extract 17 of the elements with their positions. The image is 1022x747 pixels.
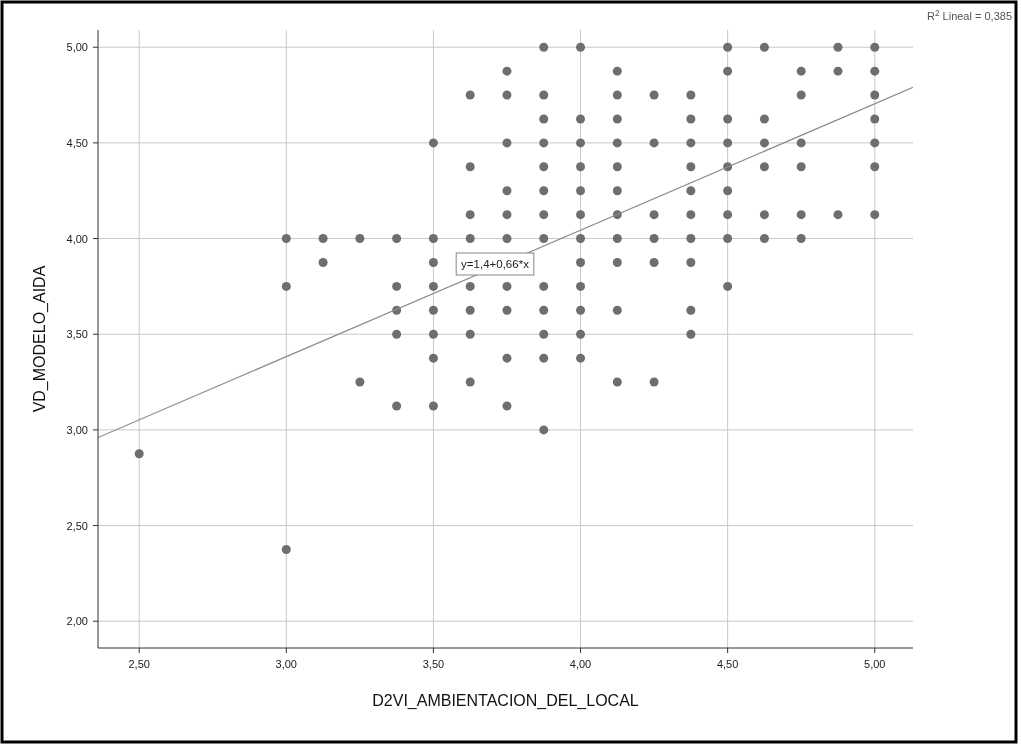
y-tick-label: 2,00 [66,615,88,628]
x-axis-title: D2VI_AMBIENTACION_DEL_LOCAL [372,692,639,710]
x-tick-label: 3,00 [275,658,298,670]
x-tick-label: 2,50 [128,658,150,670]
y-axis-title: VD_MODELO_AIDA [31,265,49,413]
y-tick-label: 2,50 [66,519,88,532]
x-tick-label: 5,00 [864,658,886,670]
y-tick-label: 4,00 [66,232,88,245]
y-tick-label: 5,00 [66,41,88,54]
y-tick-label: 4,50 [66,136,88,149]
x-tick-label: 4,00 [569,658,592,670]
x-tick-label: 3,50 [422,658,445,670]
y-tick-label: 3,00 [66,423,88,436]
y-tick-label: 3,50 [66,328,88,341]
x-tick-label: 4,50 [716,658,739,670]
annotation: y=1,4+0,66*x [461,258,530,270]
text: R$^{2}$ Lineal = 0,385 [926,8,1012,22]
